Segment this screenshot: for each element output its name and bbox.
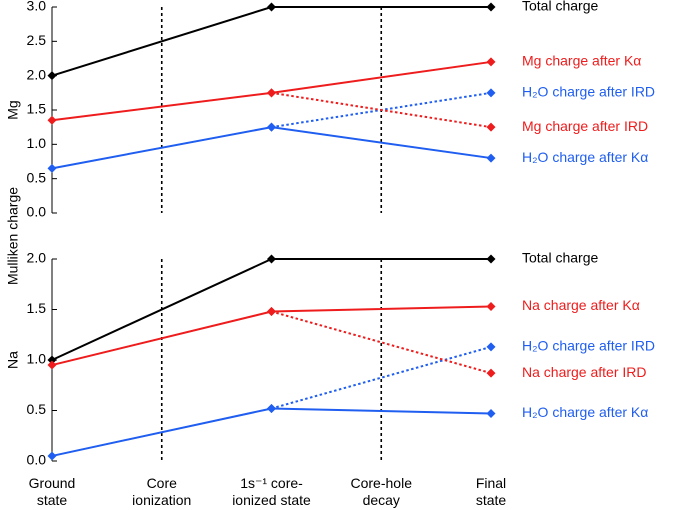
x-tick-label: Final state xyxy=(476,475,507,508)
series-label: H₂O charge after IRD xyxy=(522,84,655,100)
marker xyxy=(47,71,57,81)
y-tick-label: 0.0 xyxy=(27,204,47,220)
y-tick-label: 0.5 xyxy=(27,401,47,417)
marker xyxy=(486,2,496,12)
x-tick-label: Core ionization xyxy=(132,475,191,508)
y-tick-label: 0.5 xyxy=(27,169,47,185)
series-label: H₂O charge after IRD xyxy=(522,338,655,354)
marker xyxy=(267,403,276,413)
y-tick-label: 0.0 xyxy=(27,452,47,468)
series-label: Mg charge after Kα xyxy=(522,53,641,69)
y-tick-label: 3.0 xyxy=(27,0,47,14)
marker xyxy=(267,2,276,12)
marker xyxy=(47,163,57,173)
y-tick-label: 1.5 xyxy=(27,101,47,117)
y-tick-label: 2.0 xyxy=(27,66,47,82)
y-tick-label: 1.5 xyxy=(27,300,47,316)
series-line xyxy=(51,126,492,170)
series-line xyxy=(271,91,492,129)
y-tick-label: 1.0 xyxy=(27,135,47,151)
marker xyxy=(267,122,276,132)
marker xyxy=(267,88,276,98)
x-tick-label: 1s⁻¹ core-ionized state xyxy=(232,475,311,508)
marker xyxy=(486,122,496,132)
x-tick-label: Ground state xyxy=(29,475,76,508)
marker xyxy=(486,409,496,419)
marker xyxy=(47,360,57,370)
marker xyxy=(486,153,496,163)
x-tick-label: Core-hole decay xyxy=(351,475,413,508)
series-label: Total charge xyxy=(522,250,598,266)
series-line xyxy=(51,6,491,77)
y-tick-label: 2.0 xyxy=(27,250,47,266)
marker xyxy=(486,301,496,311)
series-label: H₂O charge after Kα xyxy=(522,404,648,420)
series-label: Na charge after Kα xyxy=(522,297,640,313)
marker xyxy=(47,355,57,365)
marker xyxy=(486,88,496,98)
series-label: Total charge xyxy=(522,0,598,14)
series-label: H₂O charge after Kα xyxy=(522,149,648,165)
marker xyxy=(486,368,496,378)
series-label: Mg charge after IRD xyxy=(522,118,648,134)
marker xyxy=(486,57,496,67)
panel-label: Mg xyxy=(5,100,21,119)
marker xyxy=(267,307,276,317)
y-tick-label: 2.5 xyxy=(27,32,47,48)
marker xyxy=(486,254,496,264)
y-tick-label: 1.0 xyxy=(27,351,47,367)
marker xyxy=(486,342,496,352)
panel-label: Na xyxy=(5,351,21,369)
marker xyxy=(267,254,276,264)
marker xyxy=(47,115,57,125)
marker xyxy=(47,451,57,461)
y-axis-label: Mulliken charge xyxy=(5,187,21,285)
series-label: Na charge after IRD xyxy=(522,364,647,380)
series-line xyxy=(51,407,492,457)
